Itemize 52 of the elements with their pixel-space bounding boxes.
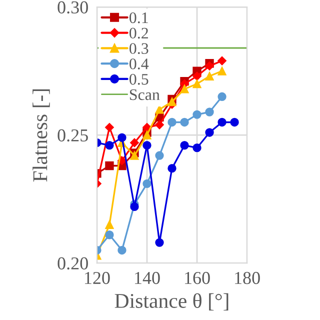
point <box>218 118 226 127</box>
point <box>155 151 164 160</box>
point <box>192 110 202 119</box>
x-axis-title: Distance θ [°] <box>114 293 228 311</box>
y-tick-label: 0.25 <box>58 129 88 142</box>
legend-label: 0.4 <box>130 58 149 70</box>
point <box>142 140 152 150</box>
y-tick-label: 0.20 <box>58 257 88 270</box>
point <box>180 118 189 127</box>
point <box>205 72 214 80</box>
point <box>230 118 239 127</box>
point <box>180 84 189 94</box>
point <box>168 164 176 173</box>
x-tick-label: 180 <box>235 272 260 284</box>
point <box>142 130 152 140</box>
point <box>130 202 139 212</box>
legend-label: 0.1 <box>130 12 148 24</box>
y-axis-title: Flatness [-] <box>32 89 50 182</box>
legend-label: 0.5 <box>130 74 148 85</box>
x-tick-label: 120 <box>85 272 110 284</box>
point <box>192 72 202 81</box>
point <box>155 238 164 247</box>
point <box>192 144 202 152</box>
point <box>105 230 114 240</box>
point <box>218 66 226 76</box>
point <box>155 120 164 130</box>
point <box>168 118 176 127</box>
point <box>155 105 164 114</box>
point <box>205 61 214 70</box>
point <box>205 128 214 137</box>
x-tick-label: 160 <box>185 272 210 284</box>
point <box>180 140 189 150</box>
point <box>105 122 114 132</box>
point <box>130 151 139 160</box>
point <box>118 246 126 255</box>
point <box>218 92 226 101</box>
point <box>105 220 114 229</box>
point <box>218 56 226 66</box>
point <box>142 179 152 188</box>
point <box>205 108 214 116</box>
point <box>168 97 176 106</box>
point <box>130 138 139 148</box>
point <box>105 161 114 170</box>
legend-label: 0.2 <box>130 28 148 39</box>
legend-label: Scan <box>130 89 160 100</box>
y-tick-label: 0.30 <box>58 1 88 14</box>
point <box>142 122 152 132</box>
x-tick-label: 140 <box>135 272 160 284</box>
point <box>118 133 126 142</box>
legend-label: 0.3 <box>130 43 148 54</box>
point <box>192 80 202 88</box>
point <box>105 140 114 150</box>
